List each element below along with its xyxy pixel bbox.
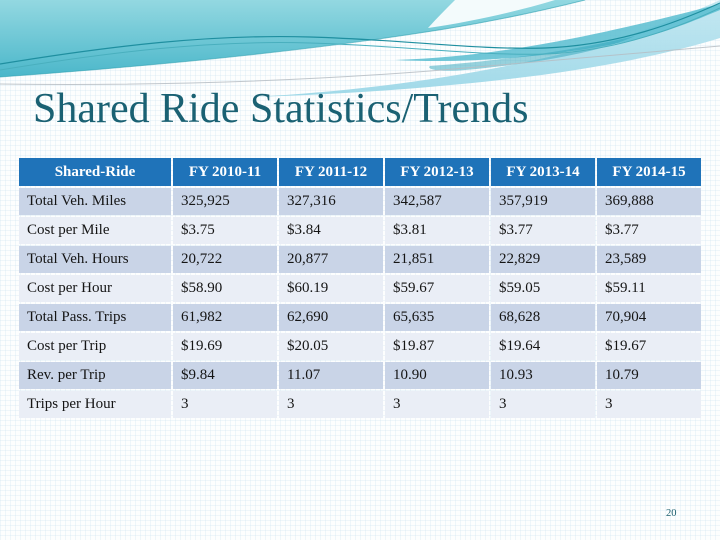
table-head: Shared-Ride FY 2010-11 FY 2011-12 FY 2012-1… [19, 158, 701, 186]
table-row: Trips per Hour 3 3 3 3 3 [19, 391, 701, 418]
table-cell: 369,888 [597, 188, 701, 215]
page-number: 20 [666, 508, 677, 519]
table-cell: 10.93 [491, 362, 595, 389]
table-cell: 3 [385, 391, 489, 418]
table-cell: $3.84 [279, 217, 383, 244]
row-label: Trips per Hour [19, 391, 171, 418]
column-header: FY 2013-14 [491, 158, 595, 186]
table-cell: 10.90 [385, 362, 489, 389]
table-cell: $60.19 [279, 275, 383, 302]
wave-white-streak [428, 0, 555, 28]
table-cell: 325,925 [173, 188, 277, 215]
table-cell: 357,919 [491, 188, 595, 215]
table-cell: $3.77 [491, 217, 595, 244]
row-label: Total Veh. Miles [19, 188, 171, 215]
table-cell: 327,316 [279, 188, 383, 215]
table-cell: 62,690 [279, 304, 383, 331]
table-cell: $3.81 [385, 217, 489, 244]
table-cell: $19.67 [597, 333, 701, 360]
wave-thin-line-2 [0, 7, 720, 71]
row-label: Total Pass. Trips [19, 304, 171, 331]
table-cell: 65,635 [385, 304, 489, 331]
table-cell: $3.77 [597, 217, 701, 244]
wave-overlay [395, 4, 720, 62]
table-row: Total Veh. Hours 20,722 20,877 21,851 22,829… [19, 246, 701, 273]
table-cell: $19.69 [173, 333, 277, 360]
table-cell: 20,877 [279, 246, 383, 273]
wave-thin-line-1 [0, 2, 720, 65]
table-cell: 11.07 [279, 362, 383, 389]
table-cell: 70,904 [597, 304, 701, 331]
table-cell: 342,587 [385, 188, 489, 215]
row-label: Total Veh. Hours [19, 246, 171, 273]
table-cell: 22,829 [491, 246, 595, 273]
row-label: Rev. per Trip [19, 362, 171, 389]
shared-ride-stats-table: Shared-Ride FY 2010-11 FY 2011-12 FY 2012-1… [17, 156, 703, 420]
table-cell: 3 [491, 391, 595, 418]
table-cell: $59.05 [491, 275, 595, 302]
row-label: Cost per Trip [19, 333, 171, 360]
wave-wedge-edge [0, 0, 586, 78]
table-header-row: Shared-Ride FY 2010-11 FY 2011-12 FY 2012-1… [19, 158, 701, 186]
column-header: FY 2014-15 [597, 158, 701, 186]
table-cell: 10.79 [597, 362, 701, 389]
table-row: Rev. per Trip $9.84 11.07 10.90 10.93 10.79 [19, 362, 701, 389]
table-cell: $20.05 [279, 333, 383, 360]
row-label: Cost per Hour [19, 275, 171, 302]
table-row: Cost per Mile $3.75 $3.84 $3.81 $3.77 $3.77 [19, 217, 701, 244]
table-cell: $19.64 [491, 333, 595, 360]
slide-title: Shared Ride Statistics/Trends [33, 86, 529, 132]
column-header: FY 2010-11 [173, 158, 277, 186]
column-header: FY 2011-12 [279, 158, 383, 186]
table-cell: 21,851 [385, 246, 489, 273]
wave-gray-line [0, 45, 720, 85]
table-cell: 61,982 [173, 304, 277, 331]
table-cell: $9.84 [173, 362, 277, 389]
table-cell: 3 [279, 391, 383, 418]
wave-teal-wedge [0, 0, 585, 77]
table-row: Cost per Hour $58.90 $60.19 $59.67 $59.05 $59… [19, 275, 701, 302]
column-header: Shared-Ride [19, 158, 171, 186]
wave-accent [429, 36, 635, 71]
table-row: Total Pass. Trips 61,982 62,690 65,635 68,62… [19, 304, 701, 331]
table-cell: 68,628 [491, 304, 595, 331]
table-cell: 23,589 [597, 246, 701, 273]
table-cell: 3 [173, 391, 277, 418]
table-cell: 3 [597, 391, 701, 418]
table-cell: $58.90 [173, 275, 277, 302]
column-header: FY 2012-13 [385, 158, 489, 186]
row-label: Cost per Mile [19, 217, 171, 244]
table-body: Total Veh. Miles 325,925 327,316 342,587 357… [19, 188, 701, 418]
table-cell: 20,722 [173, 246, 277, 273]
table-cell: $59.67 [385, 275, 489, 302]
table-cell: $3.75 [173, 217, 277, 244]
table-cell: $19.87 [385, 333, 489, 360]
table-cell: $59.11 [597, 275, 701, 302]
table-row: Total Veh. Miles 325,925 327,316 342,587 357… [19, 188, 701, 215]
wave-band [250, 0, 720, 97]
table-row: Cost per Trip $19.69 $20.05 $19.87 $19.64 $19… [19, 333, 701, 360]
